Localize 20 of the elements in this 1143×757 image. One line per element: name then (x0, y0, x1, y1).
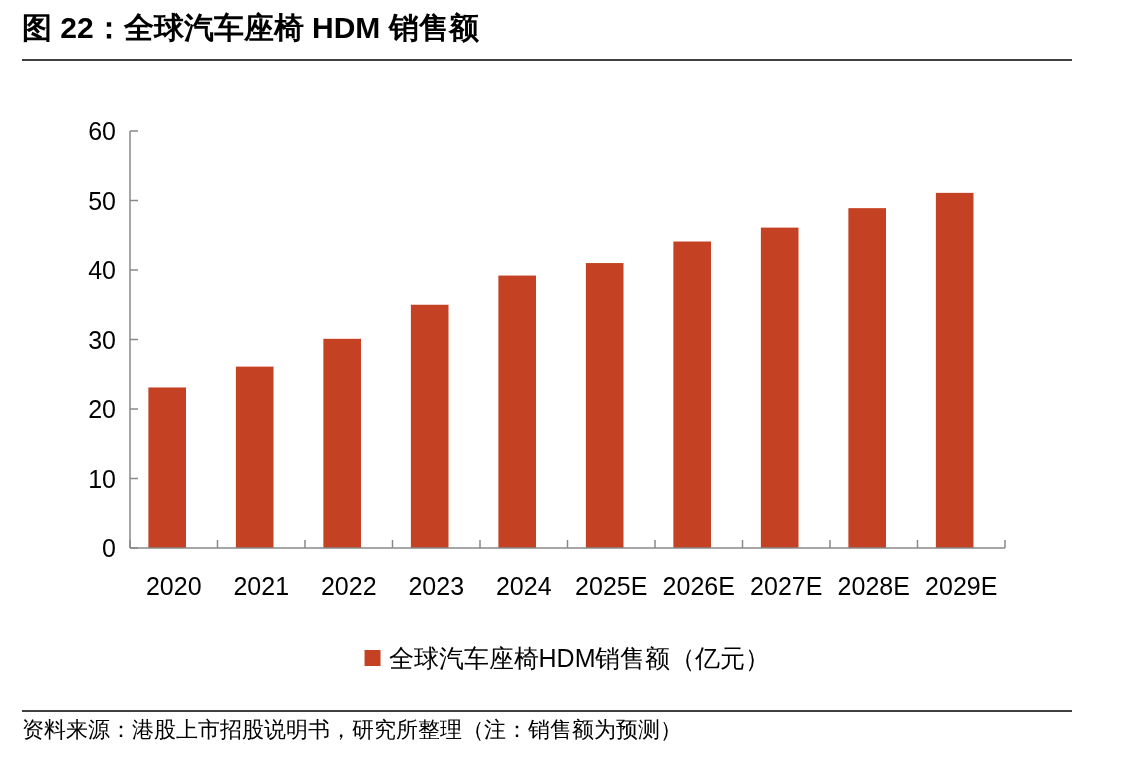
chart-title: 图 22：全球汽车座椅 HDM 销售额 (22, 11, 479, 44)
y-tick-label: 50 (88, 186, 116, 215)
x-tick-label: 2024 (495, 572, 552, 600)
legend-label: 全球汽车座椅HDM销售额（亿元） (388, 644, 771, 672)
y-tick-label: 60 (88, 117, 116, 145)
x-tick-label: 2020 (145, 572, 202, 600)
text: 资料来源：港股上市招股说明书，研究所整理（注：销售额为预测） (22, 717, 682, 742)
x-tick-label: 2029E (925, 572, 998, 600)
y-tick-label: 0 (102, 534, 116, 562)
x-tick-label: 2028E (837, 572, 910, 600)
y-tick-label: 10 (88, 464, 116, 493)
x-tick-label: 2027E (750, 572, 823, 600)
y-tick-label: 30 (88, 325, 116, 354)
y-tick-label: 20 (88, 395, 116, 423)
x-tick-label: 2025E (575, 572, 648, 600)
x-tick-label: 2023 (408, 572, 465, 600)
x-tick-label: 2022 (320, 572, 377, 600)
x-tick-label: 2026E (662, 572, 735, 600)
x-tick-label: 2021 (233, 572, 290, 600)
y-tick-label: 40 (88, 256, 116, 284)
